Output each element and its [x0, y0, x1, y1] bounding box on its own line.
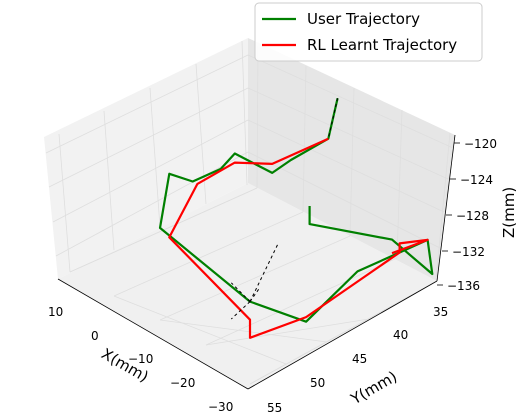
y-tick-label: 45 [352, 352, 367, 366]
y-tick-label: 35 [433, 305, 448, 319]
grid-lines [45, 40, 454, 390]
dashed-connector [249, 288, 260, 302]
z-tick-label: −132 [452, 245, 485, 259]
z-tick-label: −120 [464, 137, 497, 151]
legend-box [254, 2, 483, 62]
y-tick-labels: 35 40 45 50 55 [267, 305, 448, 415]
y-axis-label: Y(mm) [347, 367, 400, 408]
x-tick-label: −20 [170, 376, 195, 390]
dashed-connector [230, 282, 251, 302]
z-tick-labels: −120 −124 −128 −132 −136 [447, 137, 497, 293]
dashed-connector [249, 243, 279, 302]
z-tick-label: −124 [460, 173, 493, 187]
rl-learnt-trajectory-line [168, 137, 429, 339]
legend-label-user: User Trajectory [307, 10, 420, 28]
back-left-pane [44, 38, 248, 279]
x-axis-label: X(mm) [98, 345, 151, 386]
legend-label-rl: RL Learnt Trajectory [307, 36, 457, 54]
z-tick-marks [437, 142, 460, 286]
x-tick-label: −30 [208, 400, 233, 414]
user-trajectory-line [158, 97, 434, 323]
dashed-connector [327, 98, 339, 139]
y-tick-label: 50 [310, 376, 325, 390]
x-tick-label: 10 [48, 305, 63, 319]
series-layer [158, 97, 434, 339]
z-axis-label: Z(mm) [500, 187, 518, 238]
dashed-connector [230, 301, 251, 320]
x-tick-labels: 10 0 −10 −20 −30 [48, 305, 233, 414]
back-right-pane [248, 38, 455, 281]
y-tick-label: 55 [267, 401, 282, 415]
x-tick-label: 0 [91, 329, 99, 343]
z-tick-label: −136 [447, 279, 480, 293]
axis-edges [57, 134, 456, 390]
x-tick-label: −10 [128, 352, 153, 366]
z-tick-label: −128 [456, 209, 489, 223]
y-tick-label: 40 [393, 328, 408, 342]
legend: User Trajectory RL Learnt Trajectory [254, 2, 483, 62]
